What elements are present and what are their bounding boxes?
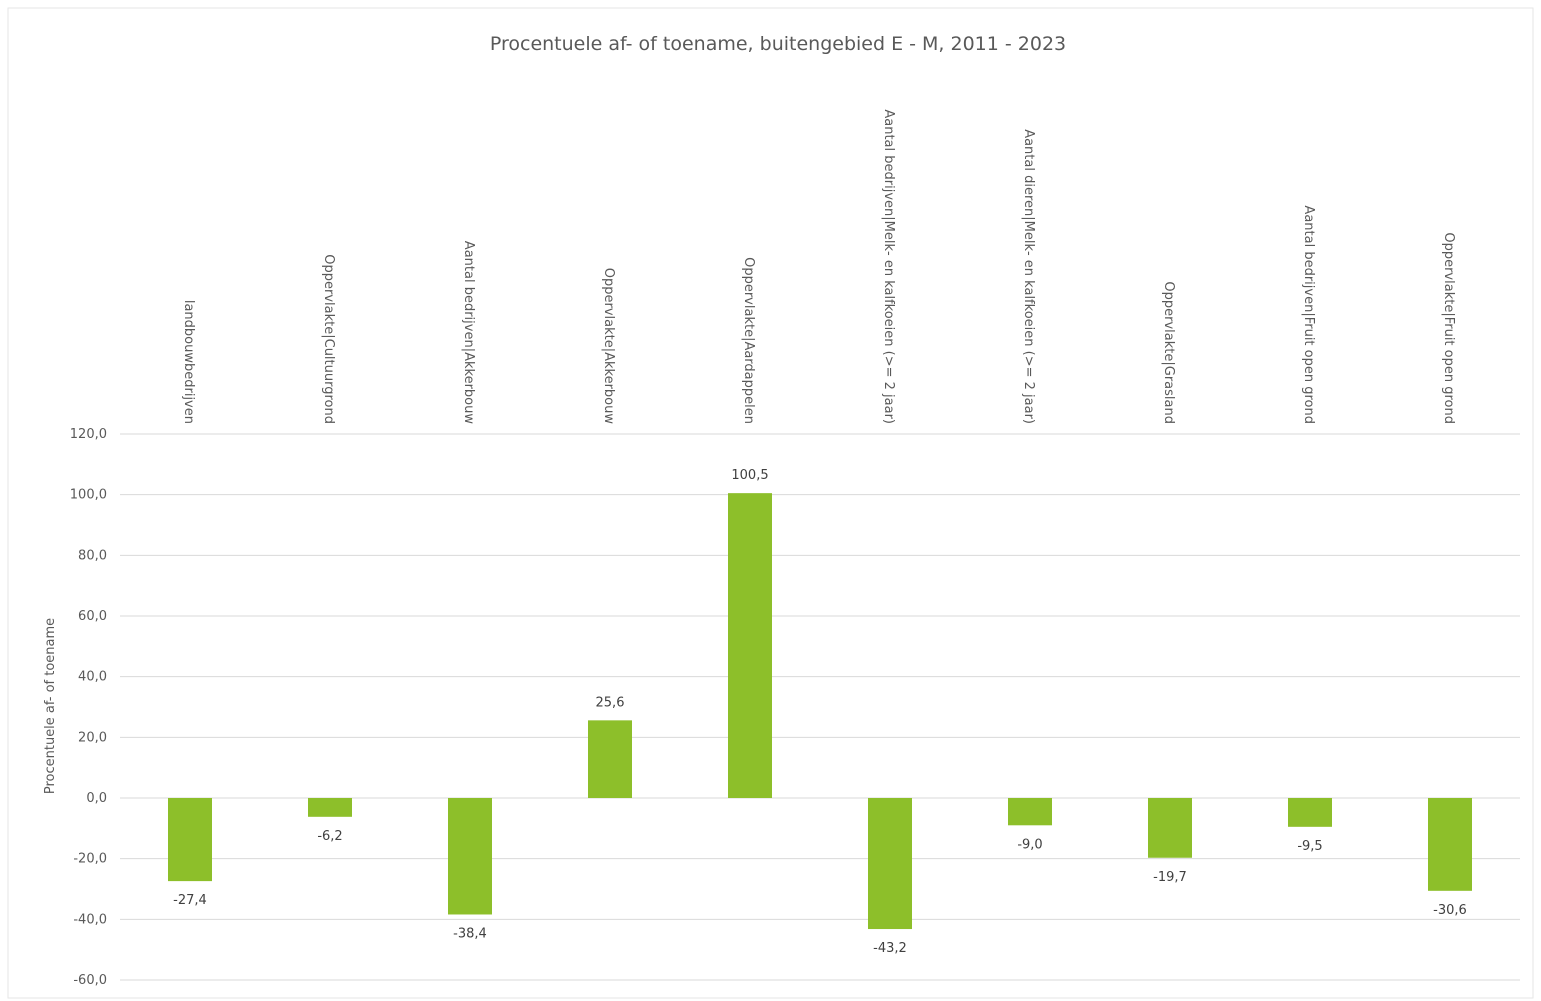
bar xyxy=(168,798,212,882)
category-label: Oppervlakte|Grasland xyxy=(1161,281,1176,424)
bar xyxy=(868,798,912,930)
y-tick-label: 80,0 xyxy=(78,548,107,563)
bar xyxy=(588,720,632,798)
category-label: Aantal bedrijven|Fruit open grond xyxy=(1301,205,1316,424)
y-tick-label: -20,0 xyxy=(73,852,107,867)
category-label: Oppervlakte|Cultuurgrond xyxy=(321,254,336,424)
y-tick-label: 120,0 xyxy=(70,427,107,442)
category-label: Oppervlakte|Fruit open grond xyxy=(1441,232,1456,424)
y-tick-label: 20,0 xyxy=(78,730,107,745)
y-axis-ticks: 120,0 100,0 80,0 60,0 40,0 20,0 0,0 -20,0 -40,0 -… xyxy=(70,427,107,988)
category-label: Aantal bedrijven|Akkerbouw xyxy=(461,241,476,425)
data-label: 25,6 xyxy=(596,695,625,710)
bar xyxy=(1148,798,1192,858)
y-tick-label: 0,0 xyxy=(86,791,107,806)
category-label: Oppervlakte|Akkerbouw xyxy=(601,268,616,425)
bar xyxy=(1288,798,1332,827)
chart-title: Procentuele af- of toename, buitengebied… xyxy=(490,33,1066,55)
y-tick-label: 100,0 xyxy=(70,488,107,503)
category-labels: landbouwbedrijven Oppervlakte|Cultuurgron… xyxy=(181,109,1456,424)
data-label: -9,0 xyxy=(1017,837,1042,852)
y-tick-label: 40,0 xyxy=(78,670,107,685)
bar xyxy=(728,493,772,798)
bar xyxy=(448,798,492,915)
data-label: -38,4 xyxy=(453,926,487,941)
data-label: -19,7 xyxy=(1153,870,1187,885)
data-label: -9,5 xyxy=(1297,839,1322,854)
bar xyxy=(1008,798,1052,826)
category-label: Aantal dieren|Melk- en kalfkoeien (>= 2 … xyxy=(1021,129,1036,424)
y-axis-label: Procentuele af- of toename xyxy=(43,618,58,794)
data-label: -6,2 xyxy=(317,829,342,844)
data-label: -43,2 xyxy=(873,941,907,956)
category-label: Oppervlakte|Aardappelen xyxy=(741,257,756,424)
data-labels: -27,4 -6,2 -38,4 25,6 100,5 -43,2 -9,0 -19,7 -9,… xyxy=(173,468,1467,956)
bars xyxy=(168,493,1472,930)
bar xyxy=(1428,798,1472,891)
data-label: 100,5 xyxy=(731,468,768,483)
category-label: landbouwbedrijven xyxy=(181,300,196,424)
data-label: -27,4 xyxy=(173,893,207,908)
gridlines xyxy=(120,433,1520,981)
data-label: -30,6 xyxy=(1433,903,1467,918)
category-label: Aantal bedrijven|Melk- en kalfkoeien (>=… xyxy=(881,109,896,424)
y-tick-label: -60,0 xyxy=(73,973,107,988)
y-tick-label: 60,0 xyxy=(78,609,107,624)
bar xyxy=(308,798,352,817)
y-tick-label: -40,0 xyxy=(73,912,107,927)
